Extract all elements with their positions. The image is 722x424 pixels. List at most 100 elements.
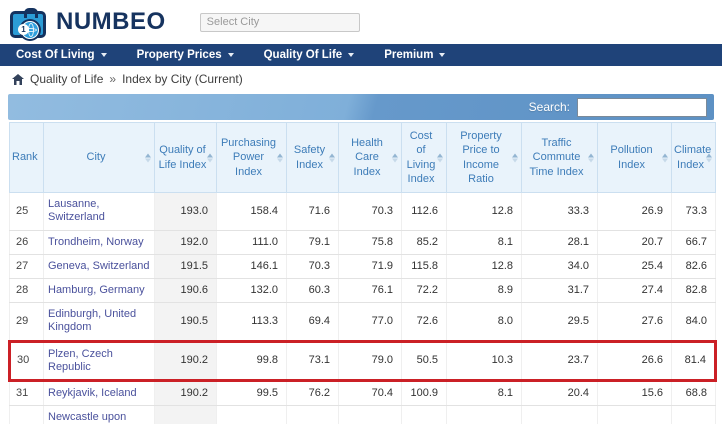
column-label: Climate Index: [674, 144, 712, 171]
nav-cost-of-living[interactable]: Cost Of Living: [16, 49, 107, 61]
rank-cell: 30: [8, 339, 44, 382]
sort-caret-icon: [329, 153, 335, 163]
sort-caret-icon: [437, 153, 443, 163]
value-cell: 190.5: [154, 302, 217, 342]
table-row: 27 Geneva, Switzerland 191.5 146.1 70.3 71.9 1…: [9, 254, 716, 279]
rank-cell: 25: [9, 192, 44, 231]
rank-cell: 26: [9, 230, 44, 255]
city-link[interactable]: Trondheim, Norway: [48, 235, 144, 248]
city-link[interactable]: Plzen, Czech Republic: [48, 347, 113, 373]
city-link[interactable]: Lausanne, Switzerland: [48, 198, 105, 224]
value-cell: 27.4: [597, 278, 672, 304]
city-cell: Reykjavik, Iceland: [43, 380, 155, 407]
column-label: Safety Index: [293, 144, 326, 171]
value-cell: 99.8: [216, 339, 287, 382]
column-header-safety-index[interactable]: Safety Index: [286, 121, 339, 194]
value-cell: 26.6: [597, 339, 672, 382]
column-header-climate-index[interactable]: Climate Index: [671, 121, 716, 194]
city-cell: Plzen, Czech Republic: [43, 339, 155, 382]
city-link[interactable]: Hamburg, Germany: [48, 283, 145, 296]
column-header-quality-of-life-index[interactable]: Quality of Life Index: [154, 121, 217, 194]
breadcrumb-separator: »: [109, 72, 117, 86]
value-cell: 85.2: [401, 230, 447, 255]
value-cell: 146.1: [216, 254, 287, 279]
nav-label: Quality Of Life: [263, 49, 343, 61]
city-cell: Trondheim, Norway: [43, 230, 155, 255]
value-cell: 26.9: [597, 192, 672, 231]
column-header-property-price-to-income-ratio[interactable]: Property Price to Income Ratio: [446, 121, 522, 194]
value-cell: 29.5: [521, 302, 598, 342]
value-cell: 193.0: [154, 192, 217, 231]
value-cell: 50.5: [401, 339, 447, 382]
rank-cell: 29: [9, 302, 44, 342]
column-label: Rank: [12, 151, 38, 164]
breadcrumb-item[interactable]: Quality of Life: [30, 72, 104, 86]
column-label: Property Price to Income Ratio: [460, 130, 502, 185]
value-cell: 191.5: [154, 254, 217, 279]
value-cell: 35.6: [597, 405, 672, 424]
value-cell: 20.4: [521, 380, 598, 407]
value-cell: 189.0: [154, 405, 217, 424]
value-cell: 100.9: [401, 380, 447, 407]
chevron-down-icon: [439, 53, 446, 57]
nav-quality-of-life[interactable]: Quality Of Life: [264, 49, 355, 61]
nav-premium[interactable]: Premium: [384, 49, 446, 61]
sort-caret-icon: [662, 153, 668, 163]
table-row: 25 Lausanne, Switzerland 193.0 158.4 71.6 70.…: [9, 192, 716, 231]
city-link[interactable]: Edinburgh, United Kingdom: [48, 308, 137, 334]
sort-caret-icon: [277, 153, 283, 163]
value-cell: 75.8: [338, 230, 402, 255]
quality-of-life-table: Rank City Quality of Life Index Purchasing …: [8, 121, 717, 424]
city-cell: Lausanne, Switzerland: [43, 192, 155, 231]
value-cell: 12.8: [446, 254, 522, 279]
city-select-input[interactable]: [199, 12, 360, 32]
column-header-traffic-commute-time-index[interactable]: Traffic Commute Time Index: [521, 121, 598, 194]
table-header-row: Rank City Quality of Life Index Purchasing …: [9, 121, 716, 194]
value-cell: 190.2: [154, 380, 217, 407]
value-cell: 132.0: [216, 278, 287, 304]
column-label: Traffic Commute Time Index: [529, 137, 584, 178]
column-header-pollution-index[interactable]: Pollution Index: [597, 121, 672, 194]
value-cell: 34.0: [521, 254, 598, 279]
value-cell: 115.8: [401, 254, 447, 279]
value-cell: 190.6: [154, 278, 217, 304]
value-cell: 8.1: [446, 230, 522, 255]
value-cell: 73.3: [671, 192, 716, 231]
city-cell: Edinburgh, United Kingdom: [43, 302, 155, 342]
nav-property-prices[interactable]: Property Prices: [137, 49, 234, 61]
column-header-cost-of-living-index[interactable]: Cost of Living Index: [401, 121, 447, 194]
table-row: 29 Edinburgh, United Kingdom 190.5 113.3 69.…: [9, 302, 716, 342]
value-cell: 33.3: [521, 192, 598, 231]
nav-label: Premium: [384, 49, 434, 61]
value-cell: 15.6: [597, 380, 672, 407]
table-search-input[interactable]: [577, 97, 707, 117]
value-cell: 76.2: [286, 380, 339, 407]
rank-cell: 31: [9, 380, 44, 407]
rank-cell: 28: [9, 278, 44, 304]
value-cell: 12.8: [446, 192, 522, 231]
value-cell: 68.8: [671, 380, 716, 407]
value-cell: 34.0: [521, 405, 598, 424]
value-cell: 111.0: [216, 230, 287, 255]
value-cell: 66.7: [671, 230, 716, 255]
value-cell: 85.7: [671, 405, 716, 424]
value-cell: 71.9: [338, 254, 402, 279]
value-cell: 10.3: [446, 339, 522, 382]
value-cell: 71.6: [286, 192, 339, 231]
city-link[interactable]: Reykjavik, Iceland: [48, 386, 137, 399]
value-cell: 84.0: [671, 302, 716, 342]
city-link[interactable]: Geneva, Switzerland: [48, 259, 150, 272]
column-header-purchasing-power-index[interactable]: Purchasing Power Index: [216, 121, 287, 194]
value-cell: 135.9: [216, 405, 287, 424]
nav-label: Cost Of Living: [16, 49, 95, 61]
home-icon[interactable]: [12, 73, 24, 85]
city-cell: Hamburg, Germany: [43, 278, 155, 304]
value-cell: 20.7: [597, 230, 672, 255]
column-header-health-care-index[interactable]: Health Care Index: [338, 121, 402, 194]
value-cell: 8.1: [446, 380, 522, 407]
value-cell: 81.4: [671, 339, 717, 382]
city-link[interactable]: Newcastle upon Tyne, United Kingdom: [48, 411, 127, 424]
column-header-city[interactable]: City: [43, 121, 155, 194]
table-row: 31 Reykjavik, Iceland 190.2 99.5 76.2 70.4 100…: [9, 380, 716, 407]
value-cell: 23.7: [521, 339, 598, 382]
